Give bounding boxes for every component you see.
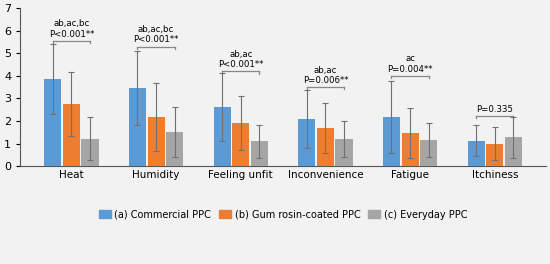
Bar [166,132,183,166]
Text: ab,ac: ab,ac [229,50,252,59]
Text: ab,ac,bc: ab,ac,bc [138,25,174,34]
Bar [402,133,419,166]
Bar [317,128,334,166]
Bar [383,117,400,166]
Bar [81,139,98,166]
Bar [486,144,503,166]
Text: P=0.004**: P=0.004** [387,65,433,74]
Text: ab,ac,bc: ab,ac,bc [53,20,90,29]
Bar [468,141,485,166]
Bar [336,139,353,166]
Bar [420,140,437,166]
Bar [213,107,230,166]
Bar [251,141,268,166]
Text: P=0.335: P=0.335 [476,105,513,114]
Text: P=0.006**: P=0.006** [302,76,348,85]
Text: P<0.001**: P<0.001** [134,35,179,44]
Bar [505,138,522,166]
Bar [129,88,146,166]
Text: ab,ac: ab,ac [314,66,337,75]
Bar [44,79,62,166]
Bar [63,103,80,166]
Bar [232,123,249,166]
Text: P<0.001**: P<0.001** [218,60,263,69]
Legend: (a) Commercial PPC, (b) Gum rosin-coated PPC, (c) Everyday PPC: (a) Commercial PPC, (b) Gum rosin-coated… [95,206,471,223]
Text: P<0.001**: P<0.001** [49,30,94,39]
Text: ac: ac [405,54,415,63]
Bar [298,119,315,166]
Bar [147,117,164,166]
